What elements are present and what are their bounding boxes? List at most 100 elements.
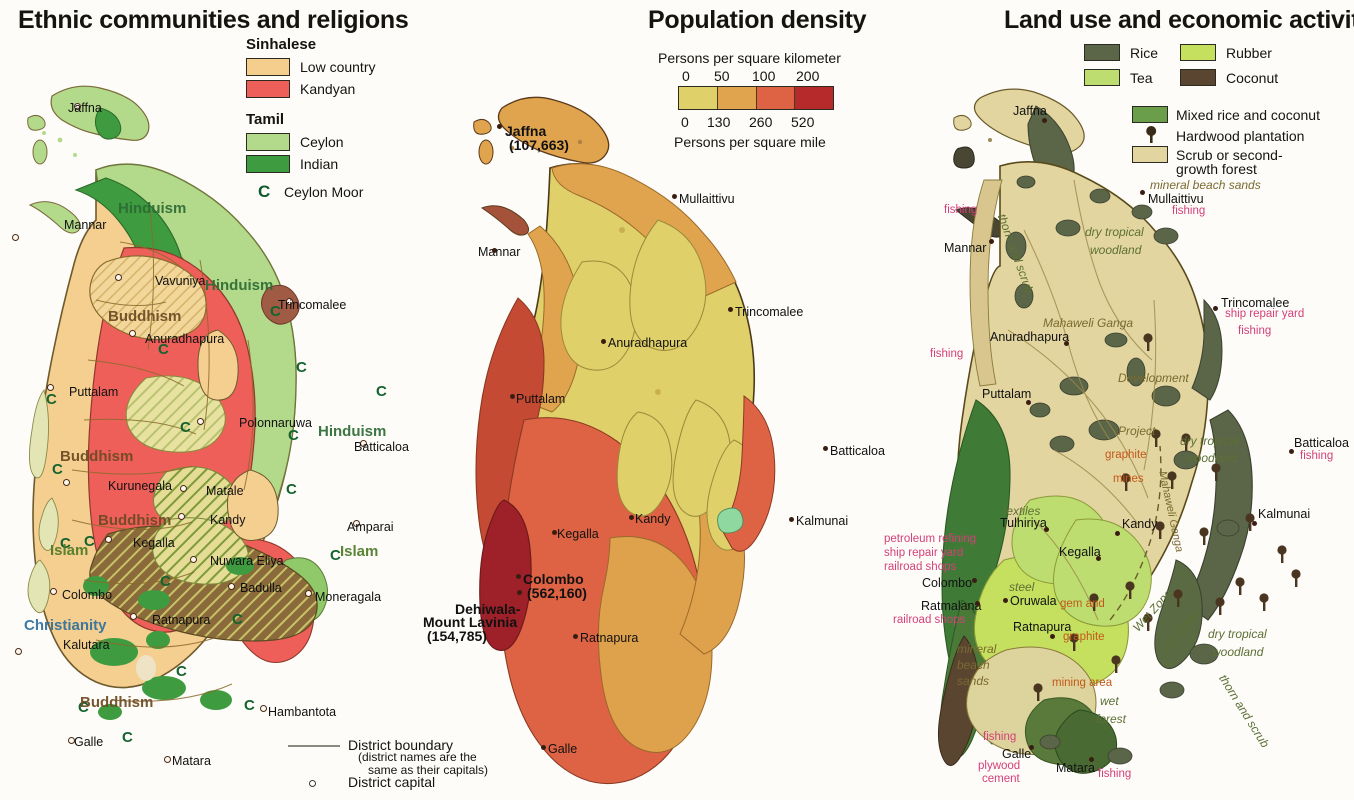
crescent-icon: C: [258, 182, 271, 201]
city-label-colombo: Colombo: [62, 588, 113, 602]
landuse-annotation-dry-tropical-3: dry tropical: [1085, 225, 1144, 239]
city-dot-landuse-1: [1140, 190, 1145, 195]
district-capital-dot-kandy: [178, 513, 185, 520]
legend-label-rubber: Rubber: [1226, 45, 1272, 61]
city-label-tulhiriya-landuse: Tulhiriya: [1000, 516, 1047, 530]
district-capital-dot-kegalla: [105, 536, 112, 543]
landuse-annotation-plywood-37: plywood: [978, 760, 1021, 772]
city-dot-landuse-6: [1289, 449, 1294, 454]
landuse-annotation-railroad-shops-19: railroad shops: [884, 561, 957, 573]
landuse-annotation-mahaweli-ganga-8: Mahaweli Ganga: [1043, 316, 1134, 330]
city-label-badulla: Badulla: [240, 581, 282, 595]
religion-label-buddhism-9: Buddhism: [80, 694, 154, 711]
map-title-landuse: Land use and economic activity: [1004, 6, 1354, 34]
district-capital-dot-hambantota: [260, 705, 267, 712]
density-unit-top: Persons per square kilometer: [658, 50, 841, 66]
circle-icon: [309, 780, 316, 787]
landuse-annotation-sands-30: sands: [957, 674, 990, 688]
svg-text:C: C: [52, 461, 63, 478]
legend-label-coconut: Coconut: [1226, 70, 1279, 86]
city-label-galle: Galle: [74, 735, 104, 749]
district-capital-dot-vavuniya: [115, 274, 122, 281]
svg-text:C: C: [46, 391, 57, 408]
religion-label-christianity-8: Christianity: [24, 617, 107, 634]
legend-swatch-scrub: [1132, 146, 1168, 163]
city-label-puttalam-landuse: Puttalam: [982, 387, 1032, 401]
city-label-ratnapura-density: Ratnapura: [580, 631, 639, 645]
city-label-mannar: Mannar: [64, 218, 107, 232]
city-dot-landuse-14: [1050, 634, 1055, 639]
city-label-kegalla: Kegalla: [133, 536, 175, 550]
city-label-moneragala: Moneragala: [315, 590, 382, 604]
city-dot-landuse-7: [1115, 531, 1120, 536]
landuse-annotation-forest-33: forest: [1096, 712, 1127, 726]
city-label-puttalam-density: Puttalam: [516, 392, 566, 406]
landuse-annotation-development-9: Development: [1118, 371, 1189, 385]
city-label-ratnapura-landuse: Ratnapura: [1013, 620, 1072, 634]
religion-label-islam-6: Islam: [50, 542, 89, 559]
district-capital-dot-galle: [68, 737, 75, 744]
city-label-mount-lavinia-density: Mount Lavinia: [423, 614, 518, 630]
landuse-annotation-fishing-2: fishing: [1172, 205, 1206, 217]
city-dot-landuse-11: [972, 578, 977, 583]
city-label-kandy: Kandy: [210, 513, 246, 527]
city-label-jaffna-density: Jaffna: [505, 123, 547, 139]
density-tick-bottom-520: 520: [791, 114, 815, 130]
religion-label-hinduism-3: Hinduism: [318, 423, 387, 440]
city-dot-density-11: [517, 590, 522, 595]
legend-heading-tamil: Tamil: [246, 111, 285, 128]
district-capital-dot-kalutara: [15, 648, 22, 655]
legend-swatch-indian: [246, 155, 290, 173]
legend-swatch-rubber: [1180, 44, 1216, 61]
legend-label-low-country: Low country: [300, 59, 376, 75]
landuse-annotation-steel-20: steel: [1009, 580, 1035, 594]
map-panel-landuse: Land use and economic activity: [904, 0, 1354, 800]
city-dot-density-1: [672, 194, 677, 199]
legend-heading-sinhalese: Sinhalese: [246, 36, 317, 53]
city-label-kalutara: Kalutara: [63, 638, 110, 652]
legend-label-tea: Tea: [1130, 70, 1153, 86]
city-dot-landuse-12: [1003, 598, 1008, 603]
svg-text:C: C: [84, 533, 95, 550]
density-tick-top-0: 0: [682, 68, 690, 84]
city-dot-landuse-3: [1064, 341, 1069, 346]
landuse-annotation-mineral-beach-sands-0: mineral beach sands: [1150, 178, 1261, 192]
landuse-annotation-dry-tropical-13: dry tropical: [1180, 434, 1239, 448]
city-dot-landuse-8: [1252, 521, 1257, 526]
svg-text:C: C: [288, 427, 299, 444]
city-label-galle-landuse: Galle: [1002, 747, 1032, 761]
city-label-kandy-landuse: Kandy: [1122, 517, 1158, 531]
city-label-jaffna: Jaffna: [68, 101, 102, 115]
landuse-annotation-fishing-1: fishing: [944, 204, 978, 216]
city-dot-density-5: [510, 394, 515, 399]
city-dot-landuse-15: [1029, 745, 1034, 750]
city-dot-landuse-10: [1096, 556, 1101, 561]
landuse-annotation-cement-38: cement: [982, 773, 1020, 785]
landuse-annotation-ship-repair-yard-18: ship repair yard: [884, 547, 964, 559]
religion-label-hinduism-0: Hinduism: [118, 200, 187, 217]
legend-swatch-kandyan: [246, 80, 290, 98]
legend-swatch-coconut: [1180, 69, 1216, 86]
city-label-mannar-density: Mannar: [478, 245, 521, 259]
city-label-hambantota: Hambantota: [268, 705, 337, 719]
svg-text:C: C: [296, 359, 307, 376]
landuse-annotation-woodland-4: woodland: [1090, 243, 1142, 257]
landuse-annotation-textiles-16: textiles: [1003, 504, 1041, 518]
district-capital-dot-nuwara-eliya: [190, 556, 197, 563]
density-tick-bottom-0: 0: [681, 114, 689, 130]
city-label-kalmunai-landuse: Kalmunai: [1258, 507, 1311, 521]
tree-icon: [1146, 126, 1157, 143]
legend-swatch-ceylon: [246, 133, 290, 151]
district-capital-dot-kurunegala: [63, 479, 70, 486]
svg-text:C: C: [180, 419, 191, 436]
legend-label-mixed-rice-coconut: Mixed rice and coconut: [1176, 107, 1320, 123]
city-label-mullaittivu-landuse: Mullaittivu: [1148, 192, 1204, 206]
city-label-kegalla-density: Kegalla: [557, 527, 599, 541]
density-tick-bottom-260: 260: [749, 114, 773, 130]
city-label-jaffna-landuse: Jaffna: [1013, 104, 1047, 118]
legend-label-indian: Indian: [300, 156, 339, 172]
landuse-annotation-gem-and-21: gem and: [1060, 598, 1105, 610]
city-label-matara: Matara: [172, 754, 211, 768]
city-label-colombo-landuse: Colombo: [922, 576, 973, 590]
